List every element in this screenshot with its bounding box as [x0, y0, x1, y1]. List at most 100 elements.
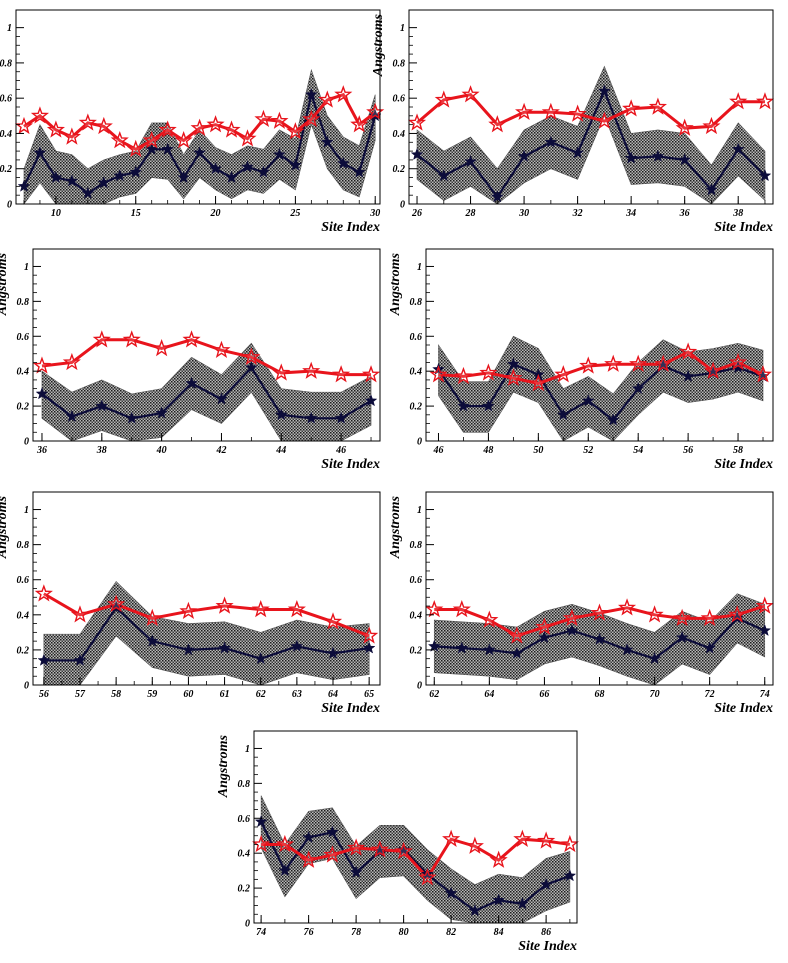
- y-tick-label: 0.2: [17, 402, 30, 413]
- point-predicted: [544, 135, 558, 148]
- error-band: [260, 795, 571, 924]
- point-predicted: [215, 392, 228, 405]
- point-measured: [425, 600, 444, 618]
- point-measured: [515, 102, 534, 121]
- point-measured: [645, 605, 664, 623]
- y-tick-label: 0.2: [0, 164, 12, 175]
- point-predicted: [758, 623, 772, 637]
- point-predicted: [675, 630, 689, 644]
- point-predicted: [492, 893, 506, 906]
- point-measured: [442, 829, 461, 847]
- y-tick-label: 0.6: [393, 94, 406, 105]
- point-measured: [407, 113, 427, 131]
- point-measured: [461, 85, 480, 103]
- x-tick-label: 38: [732, 208, 743, 219]
- x-tick-label: 84: [494, 927, 504, 938]
- point-measured: [728, 352, 748, 371]
- x-tick-label: 20: [210, 208, 221, 219]
- point-measured: [222, 120, 241, 138]
- point-measured: [702, 116, 721, 135]
- point-measured: [46, 120, 65, 138]
- x-tick-label: 44: [275, 445, 286, 456]
- point-predicted: [457, 399, 470, 412]
- y-axis-title: Angstroms: [0, 495, 10, 559]
- x-tick-label: 82: [446, 927, 456, 938]
- point-predicted: [397, 842, 411, 856]
- point-measured: [179, 601, 198, 620]
- point-measured: [251, 600, 270, 618]
- error-band: [43, 581, 370, 686]
- point-measured: [418, 868, 437, 886]
- point-measured: [755, 596, 774, 614]
- y-tick-label: 0: [417, 681, 422, 692]
- x-tick-label: 80: [399, 927, 409, 938]
- x-tick-label: 59: [147, 689, 157, 700]
- y-axis-title: Angstroms: [216, 734, 231, 798]
- point-measured: [62, 127, 81, 145]
- point-measured: [94, 116, 113, 135]
- point-measured: [174, 130, 193, 149]
- point-predicted: [364, 394, 378, 407]
- point-measured: [452, 600, 471, 618]
- x-tick-label: 10: [51, 208, 61, 219]
- x-tick-label: 50: [533, 445, 543, 456]
- point-predicted: [539, 877, 553, 891]
- point-predicted: [65, 409, 79, 423]
- point-predicted: [620, 643, 634, 656]
- y-tick-label: 0.8: [0, 58, 12, 69]
- x-tick-label: 74: [256, 927, 266, 938]
- x-tick-label: 46: [432, 445, 443, 456]
- point-predicted: [565, 623, 579, 637]
- x-tick-label: 76: [304, 927, 314, 938]
- y-tick-label: 0.6: [410, 575, 423, 586]
- y-tick-label: 0.2: [410, 402, 423, 413]
- y-axis-title: Angstroms: [388, 252, 403, 316]
- x-tick-label: 60: [183, 689, 193, 700]
- point-measured: [275, 834, 294, 853]
- x-tick-label: 62: [429, 689, 439, 700]
- point-measured: [595, 111, 614, 129]
- point-predicted: [563, 869, 577, 882]
- point-predicted: [510, 646, 524, 659]
- series-line-predicted: [43, 606, 370, 662]
- point-predicted: [304, 87, 318, 101]
- point-predicted: [437, 169, 451, 182]
- y-tick-label: 0.8: [17, 540, 30, 551]
- error-band: [23, 68, 376, 205]
- point-predicted: [681, 369, 695, 382]
- point-predicted: [482, 643, 496, 656]
- y-tick-label: 0.6: [238, 814, 251, 825]
- x-tick-label: 15: [131, 208, 141, 219]
- point-predicted: [320, 135, 334, 148]
- point-measured: [272, 363, 291, 381]
- point-measured: [254, 109, 273, 128]
- x-tick-label: 56: [683, 445, 693, 456]
- point-predicted: [125, 411, 139, 424]
- point-predicted: [225, 170, 238, 183]
- point-predicted: [81, 186, 95, 199]
- y-tick-label: 1: [417, 505, 422, 516]
- point-measured: [560, 834, 579, 853]
- x-axis-title: Site Index: [321, 457, 380, 472]
- point-measured: [434, 90, 453, 108]
- y-tick-label: 0.6: [17, 575, 30, 586]
- point-predicted: [631, 381, 645, 395]
- point-predicted: [571, 146, 585, 159]
- point-measured: [215, 596, 234, 614]
- y-tick-label: 1: [7, 23, 12, 34]
- x-axis-title: Site Index: [714, 220, 773, 235]
- point-predicted: [254, 815, 268, 828]
- point-predicted: [33, 146, 47, 159]
- point-measured: [535, 617, 554, 635]
- point-predicted: [155, 406, 169, 419]
- y-tick-label: 0.2: [410, 645, 423, 656]
- x-tick-label: 36: [679, 208, 690, 219]
- y-tick-label: 0.6: [0, 94, 12, 105]
- point-measured: [14, 116, 34, 135]
- point-predicted: [326, 646, 340, 659]
- x-tick-label: 28: [465, 208, 476, 219]
- point-predicted: [352, 165, 366, 178]
- x-tick-label: 54: [633, 445, 643, 456]
